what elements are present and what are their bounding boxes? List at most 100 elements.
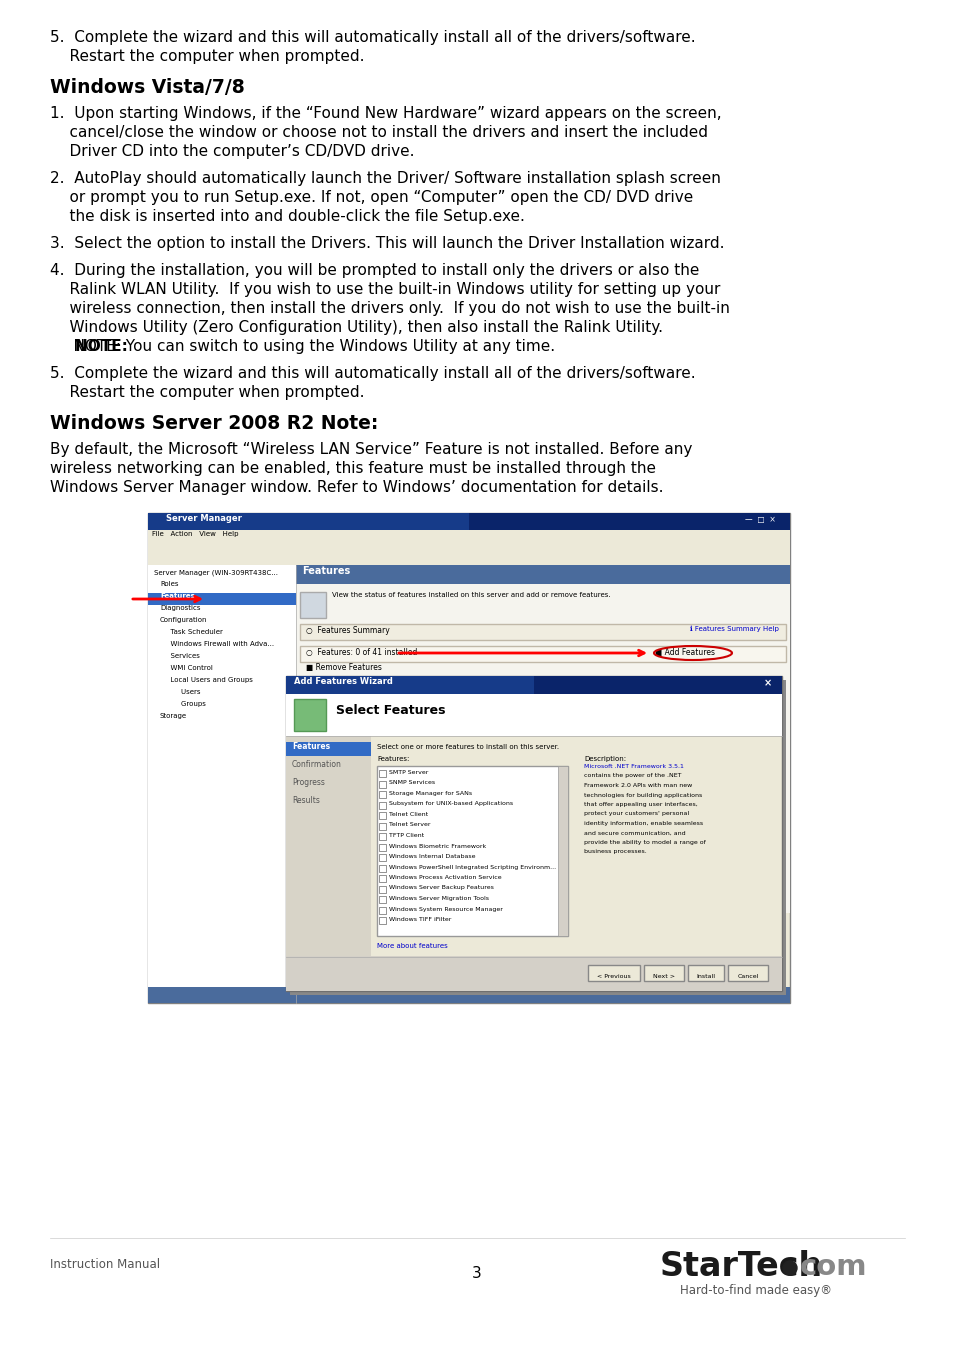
Bar — [148, 593, 295, 605]
Text: the disk is inserted into and double-click the file Setup.exe.: the disk is inserted into and double-cli… — [50, 208, 524, 225]
Text: 3.  Select the option to install the Drivers. This will launch the Driver Instal: 3. Select the option to install the Driv… — [50, 235, 723, 252]
Text: that offer appealing user interfaces,: that offer appealing user interfaces, — [583, 802, 697, 807]
Text: Restart the computer when prompted.: Restart the computer when prompted. — [50, 385, 364, 399]
Bar — [148, 565, 295, 1003]
Bar — [148, 512, 789, 530]
Bar — [378, 833, 386, 841]
Bar — [299, 646, 785, 662]
Text: Windows Server 2008 R2 Note:: Windows Server 2008 R2 Note: — [50, 414, 378, 433]
Text: Ralink WLAN Utility.  If you wish to use the built-in Windows utility for settin: Ralink WLAN Utility. If you wish to use … — [50, 282, 720, 297]
Bar — [294, 699, 326, 730]
Text: StarTech: StarTech — [659, 1250, 822, 1283]
Text: Features:: Features: — [376, 756, 409, 763]
Bar — [378, 780, 386, 788]
Text: ×: × — [763, 678, 771, 689]
Bar — [295, 584, 789, 913]
Bar — [286, 742, 371, 756]
Bar — [286, 677, 781, 694]
Text: provide the ability to model a range of: provide the ability to model a range of — [583, 841, 705, 845]
Bar — [378, 823, 386, 830]
Text: Microsoft .NET Framework 3.5.1: Microsoft .NET Framework 3.5.1 — [583, 764, 683, 769]
Text: NOTE:: NOTE: — [54, 339, 128, 354]
Text: Add Features Wizard: Add Features Wizard — [294, 677, 393, 686]
Text: Driver CD into the computer’s CD/DVD drive.: Driver CD into the computer’s CD/DVD dri… — [50, 144, 414, 159]
Text: Telnet Client: Telnet Client — [389, 812, 428, 816]
Text: Services: Services — [166, 654, 200, 659]
Text: com: com — [800, 1254, 866, 1280]
Circle shape — [782, 1262, 796, 1275]
Bar — [299, 592, 326, 617]
Text: business processes.: business processes. — [583, 850, 646, 854]
Bar — [378, 802, 386, 808]
Bar — [378, 885, 386, 893]
Text: ○  Features: 0 of 41 installed: ○ Features: 0 of 41 installed — [306, 648, 416, 656]
Text: Progress: Progress — [292, 777, 325, 787]
Text: Features: Features — [302, 566, 350, 576]
Text: Configuration: Configuration — [160, 617, 208, 623]
Bar — [286, 677, 781, 991]
Text: Results: Results — [292, 796, 319, 806]
Bar — [286, 956, 781, 991]
Text: Groups: Groups — [172, 701, 206, 707]
Text: By default, the Microsoft “Wireless LAN Service” Feature is not installed. Befor: By default, the Microsoft “Wireless LAN … — [50, 443, 692, 457]
Text: and secure communication, and: and secure communication, and — [583, 830, 685, 835]
Bar — [378, 917, 386, 924]
Bar — [286, 694, 781, 736]
Bar — [378, 876, 386, 882]
Text: Server Manager: Server Manager — [166, 514, 242, 523]
Bar — [378, 907, 386, 913]
Text: Features: Features — [160, 593, 194, 599]
Text: Local Users and Groups: Local Users and Groups — [166, 677, 253, 683]
Bar — [148, 543, 789, 565]
Text: Windows Server Backup Features: Windows Server Backup Features — [389, 885, 494, 890]
Bar — [378, 812, 386, 819]
Text: Windows Firewall with Adva...: Windows Firewall with Adva... — [166, 642, 274, 647]
Bar — [299, 624, 785, 640]
Text: WMI Control: WMI Control — [166, 664, 213, 671]
Text: wireless connection, then install the drivers only.  If you do not wish to use t: wireless connection, then install the dr… — [50, 301, 729, 316]
Bar — [295, 565, 789, 584]
Bar — [727, 964, 767, 981]
Text: Windows PowerShell Integrated Scripting Environm...: Windows PowerShell Integrated Scripting … — [389, 865, 556, 869]
Bar — [148, 512, 789, 1003]
Text: cancel/close the window or choose not to install the drivers and insert the incl: cancel/close the window or choose not to… — [50, 125, 707, 140]
Text: Windows Biometric Framework: Windows Biometric Framework — [389, 843, 486, 849]
Text: Restart the computer when prompted.: Restart the computer when prompted. — [50, 48, 364, 65]
Bar — [687, 964, 723, 981]
Text: ■ Remove Features: ■ Remove Features — [306, 663, 381, 672]
Text: 3: 3 — [472, 1266, 481, 1280]
Text: 1.  Upon starting Windows, if the “Found New Hardware” wizard appears on the scr: 1. Upon starting Windows, if the “Found … — [50, 106, 720, 121]
Bar — [378, 843, 386, 850]
Text: identity information, enable seamless: identity information, enable seamless — [583, 820, 702, 826]
Text: technologies for building applications: technologies for building applications — [583, 792, 701, 798]
Text: ○  Features Summary: ○ Features Summary — [306, 625, 390, 635]
Text: Windows Server Migration Tools: Windows Server Migration Tools — [389, 896, 489, 901]
Bar — [286, 677, 534, 694]
Text: Cancel: Cancel — [737, 974, 758, 979]
Text: or prompt you to run Setup.exe. If not, open “Computer” open the CD/ DVD drive: or prompt you to run Setup.exe. If not, … — [50, 190, 693, 204]
Text: Windows System Resource Manager: Windows System Resource Manager — [389, 907, 502, 912]
Text: Hard-to-find made easy®: Hard-to-find made easy® — [679, 1284, 831, 1297]
Text: 2.  AutoPlay should automatically launch the Driver/ Software installation splas: 2. AutoPlay should automatically launch … — [50, 171, 720, 186]
Text: SMTP Server: SMTP Server — [389, 769, 428, 775]
Text: Telnet Server: Telnet Server — [389, 823, 430, 827]
Bar — [378, 769, 386, 777]
Text: —  □  ×: — □ × — [744, 515, 775, 525]
Text: Windows Internal Database: Windows Internal Database — [389, 854, 475, 859]
Text: SNMP Services: SNMP Services — [389, 780, 435, 785]
Bar — [587, 964, 639, 981]
Text: < Previous: < Previous — [597, 974, 630, 979]
Bar — [148, 987, 789, 1003]
Text: 4.  During the installation, you will be prompted to install only the drivers or: 4. During the installation, you will be … — [50, 264, 699, 278]
Text: protect your customers' personal: protect your customers' personal — [583, 811, 688, 816]
Bar — [290, 681, 785, 995]
Bar — [643, 964, 683, 981]
Text: Diagnostics: Diagnostics — [160, 605, 200, 611]
Text: Select one or more features to install on this server.: Select one or more features to install o… — [376, 744, 558, 751]
Text: View the status of features installed on this server and add or remove features.: View the status of features installed on… — [332, 592, 610, 599]
Text: Windows Server Manager window. Refer to Windows’ documentation for details.: Windows Server Manager window. Refer to … — [50, 480, 662, 495]
Bar — [148, 512, 469, 530]
Text: File   Action   View   Help: File Action View Help — [152, 531, 238, 537]
Text: Windows Utility (Zero Configuration Utility), then also install the Ralink Utili: Windows Utility (Zero Configuration Util… — [50, 320, 662, 335]
Text: TFTP Client: TFTP Client — [389, 833, 424, 838]
